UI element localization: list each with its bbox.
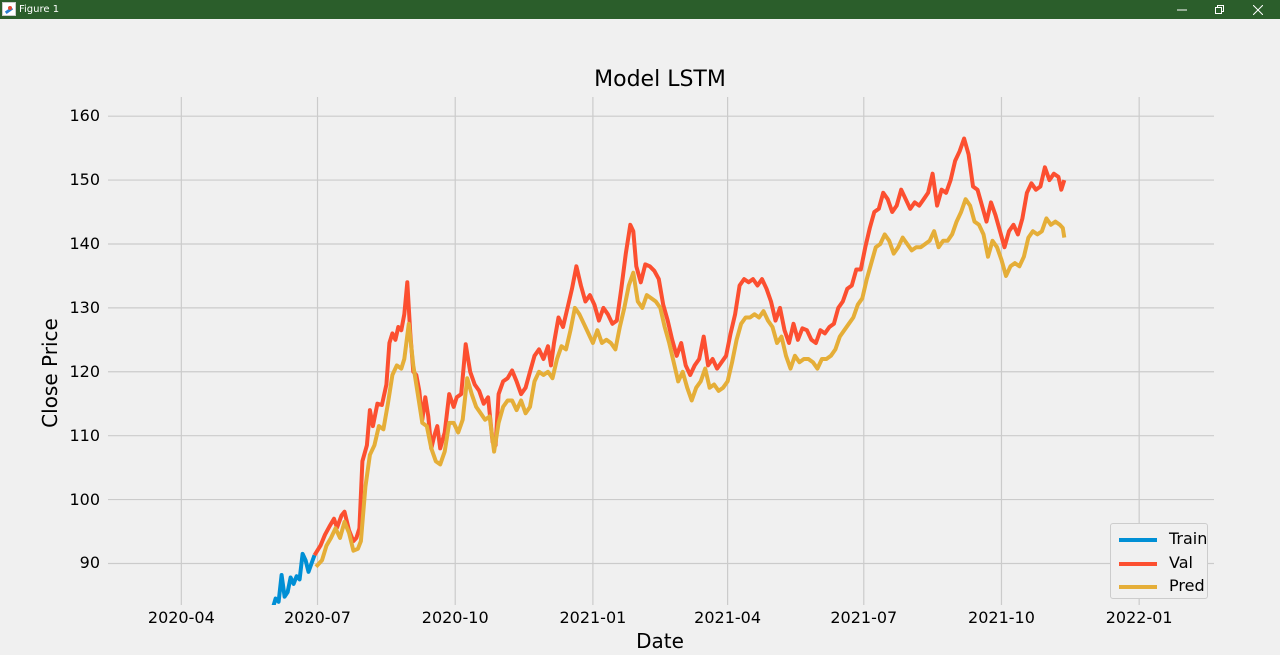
x-tick-label: 2020-04 — [147, 608, 215, 627]
y-tick-label: 150 — [69, 170, 100, 190]
chart-plot-area — [108, 97, 1214, 605]
close-button[interactable] — [1240, 0, 1276, 19]
legend-swatch — [1119, 538, 1157, 542]
chart-legend: Train Val Pred — [1110, 523, 1208, 599]
minimize-button[interactable] — [1164, 0, 1200, 19]
y-axis-label: Close Price — [38, 318, 62, 428]
legend-swatch — [1119, 585, 1157, 589]
minimize-icon — [1177, 9, 1187, 11]
x-tick-label: 2021-10 — [968, 608, 1035, 627]
legend-label: Val — [1169, 552, 1193, 572]
x-tick-label: 2021-04 — [694, 608, 762, 627]
y-tick-label: 140 — [69, 233, 100, 253]
restore-icon — [1215, 5, 1224, 14]
y-tick-label: 100 — [69, 489, 100, 509]
window-title: Figure 1 — [19, 4, 60, 15]
y-tick-label: 120 — [69, 361, 100, 381]
figure-canvas: Model LSTM Close Price Date 90 100 110 120 1… — [0, 19, 1280, 655]
x-tick-label: 2021-07 — [830, 608, 898, 627]
x-tick-label: 2020-10 — [421, 608, 489, 627]
y-tick-label: 160 — [69, 106, 100, 126]
close-icon — [1252, 4, 1264, 16]
x-tick-label: 2022-01 — [1105, 608, 1173, 627]
series-line-pred — [314, 197, 1067, 569]
chart-title: Model LSTM — [594, 67, 726, 92]
y-tick-label: 90 — [79, 553, 100, 573]
x-tick-label: 2020-07 — [284, 608, 351, 627]
figure-icon — [2, 2, 16, 16]
restore-button[interactable] — [1202, 0, 1238, 19]
x-tick-label: 2021-01 — [559, 608, 627, 627]
window-titlebar: Figure 1 — [0, 0, 1280, 19]
y-tick-label: 130 — [69, 297, 100, 317]
legend-item-val: Val — [1117, 552, 1207, 574]
legend-item-train: Train — [1117, 528, 1207, 550]
series-line-train — [271, 551, 317, 605]
x-axis-label: Date — [636, 629, 684, 653]
legend-label: Train — [1169, 529, 1208, 548]
y-tick-label: 110 — [69, 425, 100, 445]
legend-item-pred: Pred — [1117, 575, 1207, 597]
series-line-val — [312, 136, 1067, 557]
legend-label: Pred — [1169, 576, 1205, 595]
legend-swatch — [1119, 561, 1157, 566]
